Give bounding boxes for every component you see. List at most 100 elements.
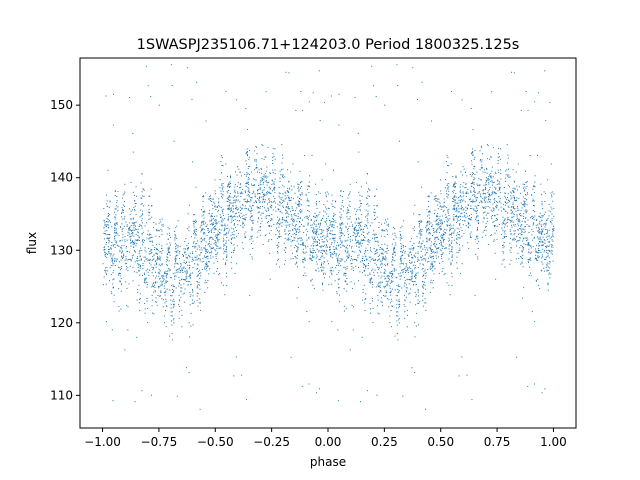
data-point bbox=[187, 242, 189, 244]
data-point bbox=[491, 194, 493, 196]
data-point bbox=[380, 291, 382, 293]
data-point bbox=[440, 193, 442, 195]
data-point bbox=[405, 291, 407, 293]
data-point bbox=[474, 195, 475, 197]
data-point bbox=[418, 226, 420, 228]
data-point bbox=[380, 297, 382, 299]
data-point bbox=[105, 253, 106, 255]
data-point bbox=[326, 213, 328, 215]
data-point bbox=[519, 239, 521, 241]
data-point bbox=[502, 259, 504, 261]
data-point bbox=[224, 264, 226, 266]
data-point bbox=[193, 241, 195, 243]
data-point bbox=[323, 204, 325, 205]
data-point bbox=[324, 277, 325, 279]
data-point bbox=[415, 284, 417, 286]
data-point bbox=[547, 217, 549, 219]
data-point bbox=[381, 263, 383, 265]
data-point bbox=[212, 247, 214, 249]
data-point bbox=[225, 263, 227, 265]
data-point bbox=[531, 239, 533, 241]
data-point bbox=[455, 208, 457, 210]
data-point bbox=[511, 217, 513, 218]
data-point bbox=[471, 152, 473, 154]
data-point bbox=[129, 226, 131, 228]
data-point bbox=[450, 262, 452, 264]
data-point bbox=[231, 227, 233, 229]
data-point bbox=[458, 205, 460, 207]
data-point bbox=[329, 251, 331, 253]
data-point bbox=[464, 201, 466, 203]
data-point bbox=[448, 284, 450, 286]
data-point bbox=[122, 218, 124, 220]
data-point bbox=[496, 201, 498, 202]
data-point bbox=[278, 237, 280, 239]
data-point bbox=[454, 187, 456, 188]
data-point bbox=[443, 202, 445, 204]
data-point bbox=[236, 220, 238, 222]
data-point bbox=[245, 153, 247, 155]
data-point bbox=[315, 261, 317, 263]
data-point bbox=[269, 232, 270, 234]
data-point bbox=[169, 235, 171, 236]
data-point bbox=[477, 258, 479, 260]
data-point bbox=[193, 230, 195, 232]
data-point bbox=[460, 171, 462, 173]
data-point bbox=[219, 247, 221, 249]
data-point bbox=[453, 218, 455, 220]
data-point bbox=[395, 299, 397, 301]
data-point bbox=[291, 206, 293, 208]
data-point bbox=[106, 224, 108, 226]
data-point bbox=[257, 212, 259, 214]
data-point bbox=[410, 263, 412, 264]
data-point bbox=[281, 212, 283, 214]
data-point bbox=[423, 258, 425, 260]
data-point bbox=[552, 229, 554, 231]
data-point bbox=[306, 215, 308, 217]
data-point bbox=[374, 259, 376, 261]
data-point bbox=[460, 201, 462, 203]
data-point bbox=[403, 249, 404, 251]
data-point bbox=[481, 202, 483, 203]
data-point bbox=[380, 290, 382, 292]
data-point bbox=[124, 236, 126, 237]
data-point bbox=[504, 210, 506, 212]
data-point bbox=[378, 259, 380, 261]
data-point bbox=[308, 192, 310, 193]
data-point bbox=[295, 224, 297, 226]
data-point bbox=[267, 203, 268, 205]
data-point bbox=[509, 176, 511, 178]
data-point bbox=[114, 246, 116, 248]
data-point bbox=[526, 181, 528, 183]
data-point bbox=[345, 275, 347, 277]
data-point bbox=[217, 246, 219, 248]
data-point bbox=[448, 258, 450, 260]
data-point bbox=[401, 252, 403, 253]
data-point bbox=[289, 188, 291, 190]
data-point bbox=[338, 245, 340, 247]
data-point bbox=[323, 241, 325, 243]
data-point bbox=[190, 274, 192, 276]
data-point bbox=[440, 254, 442, 255]
data-point bbox=[456, 251, 458, 253]
data-point bbox=[334, 248, 336, 250]
data-point bbox=[417, 253, 419, 254]
data-point bbox=[207, 250, 209, 252]
data-point bbox=[463, 168, 465, 170]
data-point bbox=[447, 211, 449, 213]
data-point bbox=[305, 247, 307, 249]
data-point bbox=[380, 281, 382, 283]
data-point bbox=[215, 237, 217, 239]
data-point bbox=[118, 266, 119, 268]
data-point bbox=[525, 209, 527, 211]
data-point bbox=[333, 218, 334, 220]
data-point bbox=[260, 180, 262, 182]
data-point bbox=[233, 230, 235, 232]
data-point bbox=[233, 247, 235, 249]
data-point bbox=[523, 232, 525, 234]
data-point bbox=[399, 239, 401, 241]
data-point bbox=[173, 322, 175, 324]
data-point bbox=[425, 272, 427, 274]
data-point bbox=[147, 322, 149, 324]
data-point bbox=[132, 232, 134, 234]
